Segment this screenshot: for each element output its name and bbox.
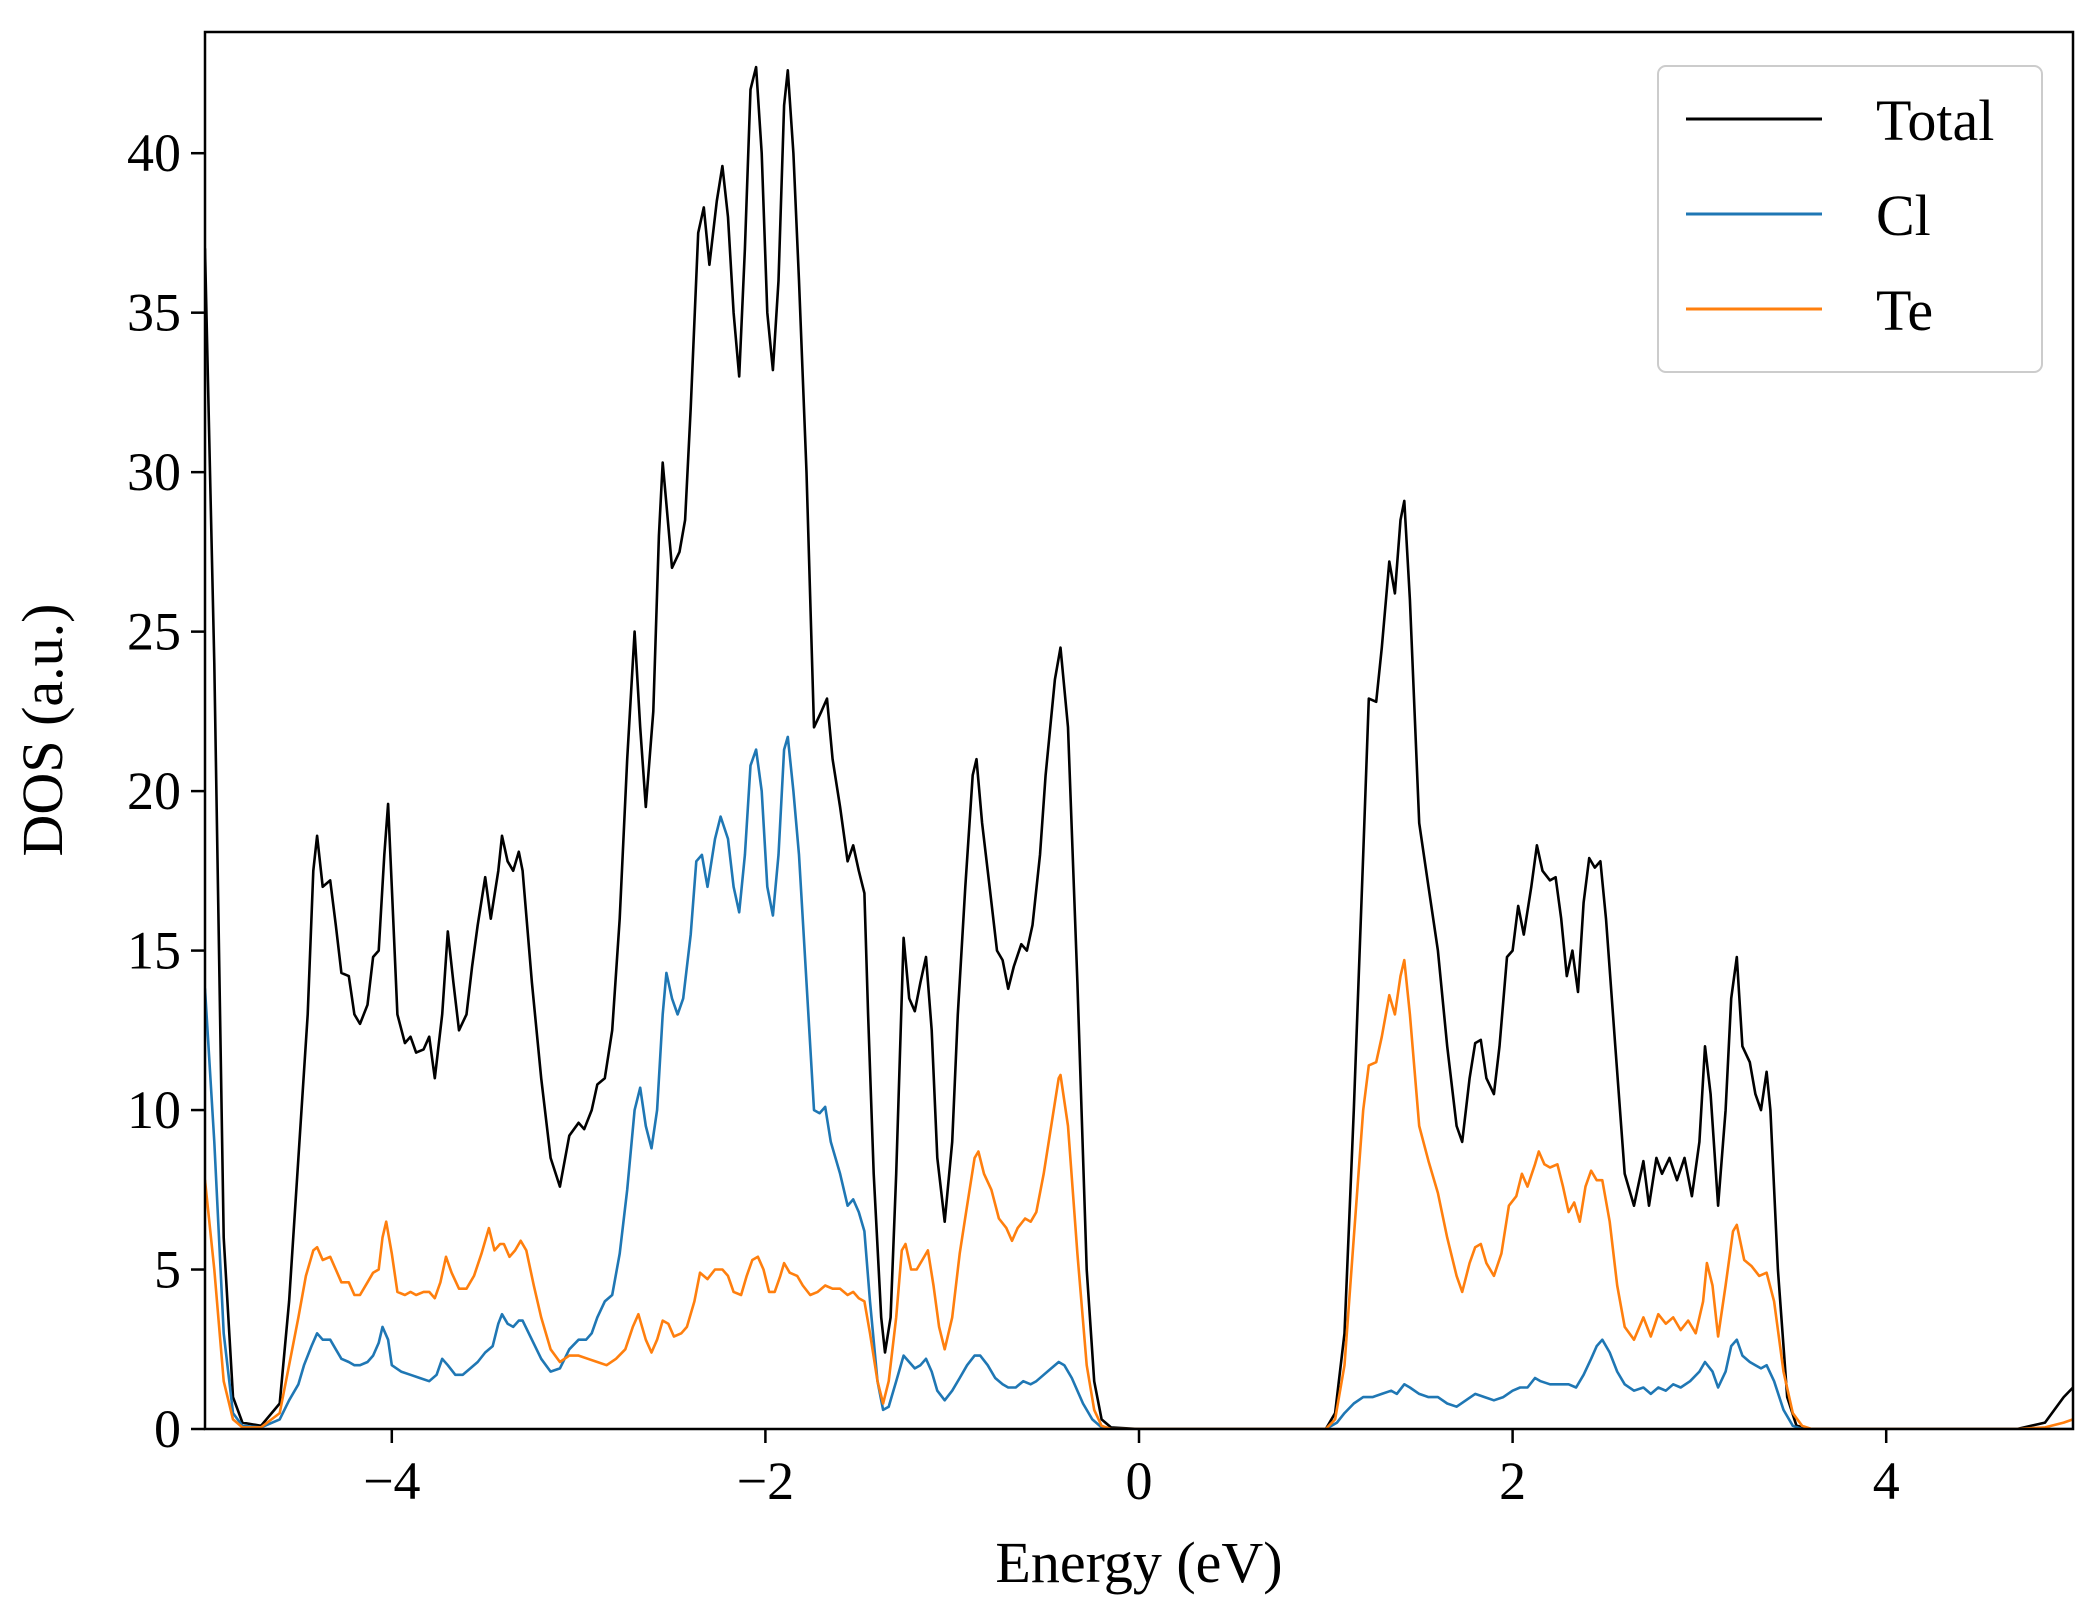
series-line-total — [205, 65, 2073, 1429]
x-tick-label: 0 — [1126, 1451, 1153, 1511]
legend-label-te: Te — [1876, 278, 1933, 343]
y-tick-label: 15 — [127, 921, 181, 981]
y-tick-label: 25 — [127, 602, 181, 662]
legend: Total Cl Te — [1657, 65, 2043, 373]
series-line-te — [205, 958, 2073, 1429]
x-axis-label: Energy (eV) — [995, 1530, 1282, 1595]
y-tick-label: 5 — [154, 1240, 181, 1300]
x-tick-label: 2 — [1499, 1451, 1526, 1511]
x-tick-label: −2 — [737, 1451, 794, 1511]
legend-box — [1657, 65, 2043, 373]
y-tick-label: 10 — [127, 1080, 181, 1140]
legend-label-cl: Cl — [1876, 183, 1931, 248]
y-tick-label: 0 — [154, 1399, 181, 1459]
x-tick-label: −4 — [363, 1451, 420, 1511]
y-tick-label: 40 — [127, 123, 181, 183]
x-axis-ticks: −4 −2 0 2 4 — [363, 1429, 1900, 1511]
x-tick-label: 4 — [1873, 1451, 1900, 1511]
y-axis-label: DOS (a.u.) — [10, 604, 75, 857]
y-axis-ticks: 0 5 10 15 20 25 30 35 40 — [127, 123, 205, 1459]
series-line-cl — [205, 735, 2073, 1429]
legend-label-total: Total — [1876, 88, 1994, 153]
y-tick-label: 30 — [127, 442, 181, 502]
y-tick-label: 20 — [127, 761, 181, 821]
series-layer — [205, 65, 2073, 1429]
y-tick-label: 35 — [127, 283, 181, 343]
